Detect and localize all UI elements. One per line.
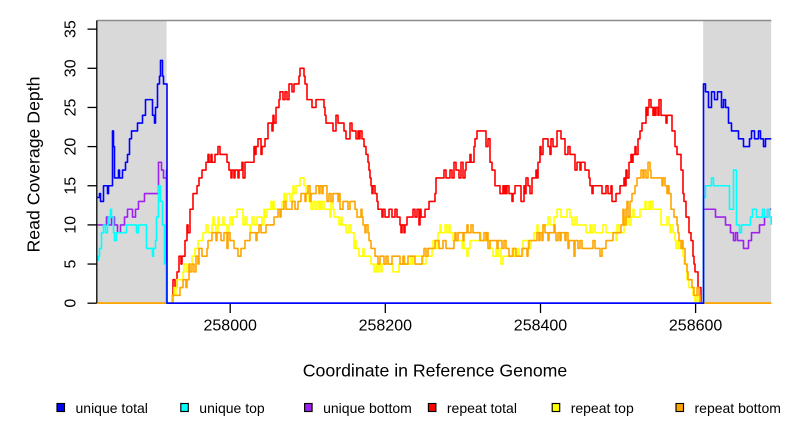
svg-text:unique bottom: unique bottom [323,400,412,416]
svg-text:258200: 258200 [359,318,412,335]
svg-text:258000: 258000 [204,318,257,335]
svg-text:repeat top: repeat top [571,400,634,416]
svg-text:20: 20 [62,138,79,156]
svg-text:258400: 258400 [514,318,567,335]
svg-text:35: 35 [62,20,79,38]
svg-text:15: 15 [62,177,79,195]
svg-text:unique top: unique top [199,400,265,416]
svg-text:10: 10 [62,216,79,234]
svg-text:repeat total: repeat total [447,400,517,416]
svg-text:5: 5 [62,260,79,269]
svg-text:258600: 258600 [669,318,722,335]
svg-text:Coordinate in Reference Genome: Coordinate in Reference Genome [303,360,568,380]
svg-text:25: 25 [62,98,79,116]
svg-text:0: 0 [62,299,79,308]
svg-text:Read Coverage Depth: Read Coverage Depth [24,76,44,252]
svg-text:unique total: unique total [76,400,148,416]
svg-text:30: 30 [62,59,79,77]
svg-text:repeat bottom: repeat bottom [695,400,781,416]
